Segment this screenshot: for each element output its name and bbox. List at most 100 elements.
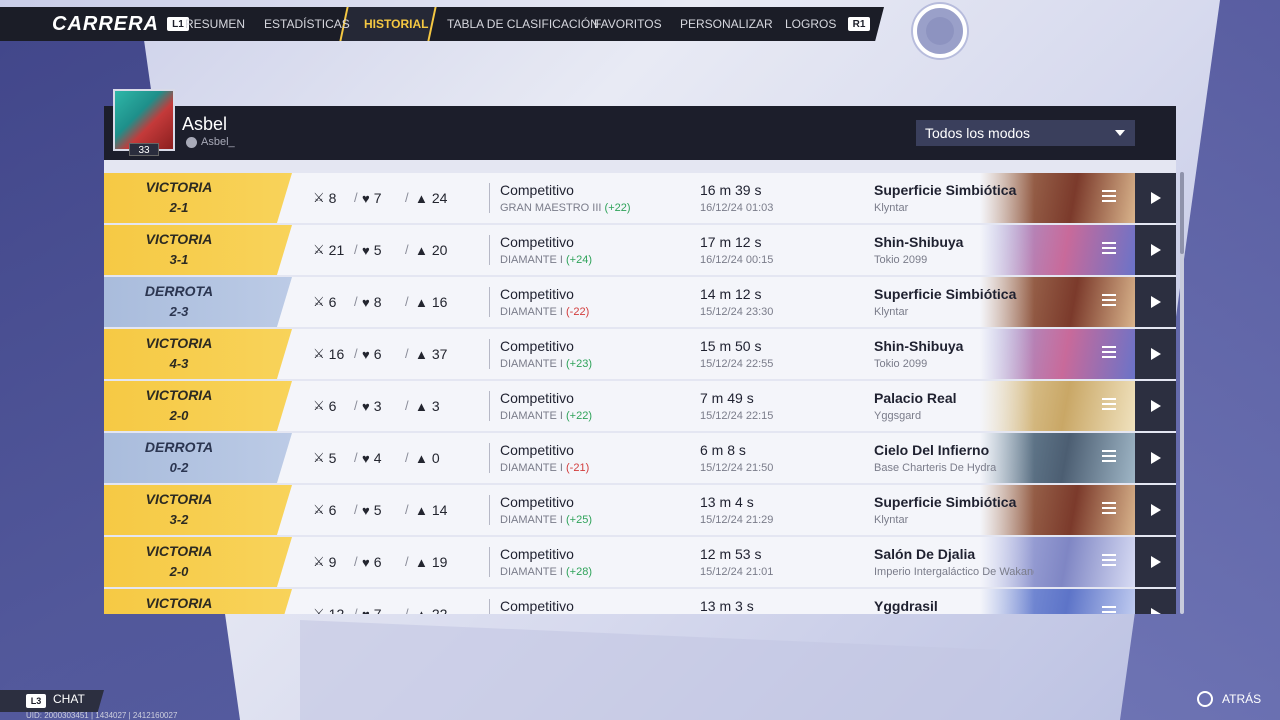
rank-delta: (+23) <box>566 358 593 370</box>
rank-delta: (-21) <box>566 462 590 474</box>
replay-button[interactable] <box>1135 173 1176 223</box>
stat-divider: / <box>405 450 409 465</box>
replay-button[interactable] <box>1135 537 1176 587</box>
details-menu-icon[interactable] <box>1102 190 1116 202</box>
stat-divider: / <box>354 502 358 517</box>
player-avatar-button[interactable] <box>913 4 967 58</box>
broken-heart-icon: ♥ <box>362 346 370 362</box>
match-row[interactable]: DERROTA 2-3 ⚔ 6 / ♥ 8 / ▲ 16 Competitivo DIAMANTE I… <box>104 277 1176 327</box>
rank-delta: (+22) <box>566 410 593 422</box>
match-row[interactable]: VICTORIA ⚔ 12 / ♥ 7 / ▲ 22 Competitivo 13 m 3 s Yg… <box>104 589 1176 614</box>
map-name: Superficie Simbiótica <box>874 182 1017 198</box>
match-mode: Competitivo <box>500 442 574 458</box>
details-menu-icon[interactable] <box>1102 346 1116 358</box>
column-divider <box>489 495 490 525</box>
replay-button[interactable] <box>1135 277 1176 327</box>
player-handle: Asbel_ <box>201 136 235 148</box>
kills-value: 5 <box>328 450 337 466</box>
rank-delta: (+24) <box>566 254 593 266</box>
broken-heart-icon: ♥ <box>362 190 370 206</box>
match-row[interactable]: VICTORIA 2-0 ⚔ 9 / ♥ 6 / ▲ 19 Competitivo DIAMANTE … <box>104 537 1176 587</box>
chat-bar[interactable] <box>0 690 104 712</box>
tab-personalizar[interactable]: PERSONALIZAR <box>680 17 773 31</box>
replay-button[interactable] <box>1135 381 1176 431</box>
deaths-value: 5 <box>373 502 382 518</box>
details-menu-icon[interactable] <box>1102 502 1116 514</box>
match-row[interactable]: VICTORIA 2-1 ⚔ 8 / ♥ 7 / ▲ 24 Competitivo GRAN MAES… <box>104 173 1176 223</box>
stat-divider: / <box>405 294 409 309</box>
match-result-badge: VICTORIA 3-2 <box>104 485 292 535</box>
match-row[interactable]: VICTORIA 4-3 ⚔ 16 / ♥ 6 / ▲ 37 Competitivo DIAMANTE… <box>104 329 1176 379</box>
match-duration: 13 m 4 s <box>700 494 754 510</box>
assist-icon: ▲ <box>415 242 428 258</box>
assist-icon: ▲ <box>415 450 428 466</box>
match-row[interactable]: VICTORIA 2-0 ⚔ 6/♥ 3/▲ 3 Competitivo DIAMANTE I… <box>104 381 1176 431</box>
replay-button[interactable] <box>1135 329 1176 379</box>
prev-tab-key[interactable]: L1 <box>167 17 189 31</box>
assists-value: 16 <box>431 294 448 310</box>
column-divider <box>489 547 490 577</box>
deaths-value: 3 <box>373 398 382 414</box>
tab-clasificacion[interactable]: TABLA DE CLASIFICACIÓN <box>447 17 599 31</box>
details-menu-icon[interactable] <box>1102 606 1116 614</box>
replay-button[interactable] <box>1135 485 1176 535</box>
deaths-stat: ♥ 7 <box>362 606 382 614</box>
match-row[interactable]: VICTORIA 3-2 ⚔ 6 / ♥ 5 / ▲ 14 Competitivo DIAMANTE … <box>104 485 1176 535</box>
kills-value: 21 <box>328 242 345 258</box>
broken-heart-icon: ♥ <box>362 606 370 615</box>
details-menu-icon[interactable] <box>1102 450 1116 462</box>
deaths-stat: ♥ 6 <box>362 346 382 362</box>
tab-estadisticas[interactable]: ESTADÍSTICAS <box>264 17 350 31</box>
replay-button[interactable] <box>1135 225 1176 275</box>
replay-button[interactable] <box>1135 589 1176 614</box>
assist-icon: ▲ <box>415 554 428 570</box>
match-row[interactable]: DERROTA 0-2 ⚔ 5 / ♥ 4 / ▲ 0 Competitivo DIAMANTE I … <box>104 433 1176 483</box>
details-menu-icon[interactable] <box>1102 554 1116 566</box>
match-result: VICTORIA <box>145 231 213 247</box>
scrollbar-track[interactable] <box>1180 172 1184 614</box>
back-button[interactable]: ATRÁS <box>1222 692 1262 706</box>
stat-divider: / <box>354 606 358 614</box>
tab-resumen[interactable]: RESUMEN <box>185 17 246 31</box>
swords-icon: ⚔ <box>313 606 325 614</box>
map-region: Klyntar <box>874 514 909 526</box>
tab-favoritos[interactable]: FAVORITOS <box>594 17 662 31</box>
match-date: 15/12/24 21:01 <box>700 566 774 578</box>
map-thumbnail <box>980 329 1135 379</box>
details-menu-icon[interactable] <box>1102 242 1116 254</box>
kills-stat: ⚔ 5 <box>313 450 336 466</box>
next-tab-key[interactable]: R1 <box>848 17 870 31</box>
kills-value: 6 <box>328 398 337 414</box>
match-date: 15/12/24 22:55 <box>700 358 774 370</box>
match-mode: Competitivo <box>500 286 574 302</box>
replay-button[interactable] <box>1135 433 1176 483</box>
tab-logros[interactable]: LOGROS <box>785 17 837 31</box>
map-region: Yggsgard <box>874 410 922 422</box>
scrollbar-thumb[interactable] <box>1180 172 1184 254</box>
details-menu-icon[interactable] <box>1102 294 1116 306</box>
deaths-value: 5 <box>373 242 382 258</box>
stat-divider: / <box>354 242 358 257</box>
match-score: 0-2 <box>169 460 189 475</box>
chat-key: L3 <box>26 694 46 708</box>
tab-historial[interactable]: HISTORIAL <box>364 17 429 31</box>
match-history-list[interactable]: VICTORIA 2-1 ⚔ 8/♥ 7/▲ 24 Competitivo GRAN MAES… <box>104 160 1176 614</box>
circle-button-icon[interactable] <box>1197 691 1213 707</box>
assist-icon: ▲ <box>415 190 428 206</box>
details-menu-icon[interactable] <box>1102 398 1116 410</box>
deaths-stat: ♥ 7 <box>362 190 382 206</box>
chat-label[interactable]: CHAT <box>53 692 85 706</box>
match-date: 15/12/24 23:30 <box>700 306 774 318</box>
assists-stat: ▲ 14 <box>415 502 447 518</box>
assists-value: 24 <box>431 190 448 206</box>
deaths-stat: ♥ 3 <box>362 398 382 414</box>
broken-heart-icon: ♥ <box>362 554 370 570</box>
rank-name: DIAMANTE I <box>500 254 563 266</box>
match-duration: 17 m 12 s <box>700 234 762 250</box>
stat-divider: / <box>354 190 358 205</box>
assists-stat: ▲ 0 <box>415 450 440 466</box>
mode-filter-dropdown[interactable]: Todos los modos <box>916 120 1135 146</box>
match-date: 16/12/24 00:15 <box>700 254 774 266</box>
match-row[interactable]: VICTORIA 3-1 ⚔ 21 / ♥ 5 / ▲ 20 Competitivo DIAMANTE… <box>104 225 1176 275</box>
swords-icon: ⚔ <box>313 190 325 205</box>
